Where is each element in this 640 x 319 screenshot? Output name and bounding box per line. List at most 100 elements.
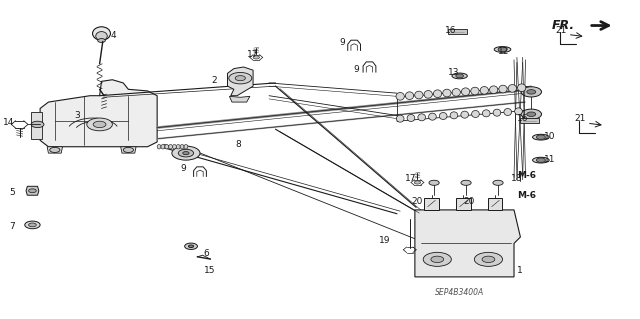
Ellipse shape (499, 85, 507, 93)
Text: SEP4B3400A: SEP4B3400A (435, 288, 484, 297)
Circle shape (98, 39, 106, 42)
Text: 9: 9 (180, 164, 186, 173)
Ellipse shape (407, 115, 415, 122)
Text: 11: 11 (544, 155, 556, 164)
Circle shape (536, 158, 545, 162)
Ellipse shape (184, 145, 188, 149)
Text: 21: 21 (575, 114, 586, 123)
Circle shape (29, 223, 36, 227)
Polygon shape (121, 147, 136, 153)
Ellipse shape (157, 145, 161, 149)
Ellipse shape (433, 90, 442, 98)
Text: 14: 14 (3, 118, 15, 127)
Text: 16: 16 (517, 114, 529, 123)
Circle shape (185, 243, 198, 249)
Ellipse shape (518, 84, 526, 92)
Circle shape (31, 121, 44, 128)
Ellipse shape (165, 145, 169, 149)
Circle shape (183, 152, 189, 155)
Polygon shape (456, 198, 470, 210)
Polygon shape (415, 210, 520, 277)
Ellipse shape (461, 88, 470, 95)
Text: 9: 9 (339, 38, 345, 47)
Ellipse shape (532, 157, 549, 163)
Circle shape (50, 147, 60, 152)
Ellipse shape (439, 113, 447, 120)
Ellipse shape (161, 145, 165, 149)
Ellipse shape (493, 109, 501, 116)
Text: 17: 17 (404, 174, 416, 182)
Circle shape (235, 76, 245, 81)
Circle shape (189, 245, 194, 248)
Text: FR.: FR. (552, 19, 575, 32)
Ellipse shape (396, 115, 404, 122)
Text: 18: 18 (511, 174, 522, 183)
Polygon shape (227, 67, 253, 96)
Ellipse shape (443, 89, 451, 97)
Ellipse shape (504, 108, 511, 115)
Circle shape (179, 149, 194, 157)
Circle shape (461, 180, 471, 185)
Polygon shape (448, 29, 467, 34)
Circle shape (521, 109, 541, 119)
Ellipse shape (93, 27, 111, 40)
Text: 20: 20 (411, 197, 422, 206)
Circle shape (482, 256, 495, 263)
Text: M-6: M-6 (517, 171, 536, 180)
Circle shape (527, 112, 536, 116)
Polygon shape (229, 96, 250, 102)
Ellipse shape (396, 93, 404, 100)
Ellipse shape (169, 145, 173, 149)
Ellipse shape (480, 86, 488, 94)
Circle shape (414, 181, 420, 184)
Text: 12: 12 (498, 47, 509, 56)
Text: 21: 21 (556, 26, 567, 35)
Ellipse shape (494, 47, 511, 52)
Text: 7: 7 (9, 222, 15, 231)
Circle shape (474, 252, 502, 266)
Text: 19: 19 (379, 236, 390, 245)
Ellipse shape (173, 145, 177, 149)
Text: 2: 2 (211, 76, 216, 85)
Ellipse shape (450, 112, 458, 119)
Circle shape (429, 180, 439, 185)
Ellipse shape (405, 92, 413, 100)
Polygon shape (26, 186, 39, 195)
Text: 20: 20 (463, 197, 475, 206)
Polygon shape (31, 112, 42, 139)
Circle shape (423, 252, 451, 266)
Text: 6: 6 (204, 249, 209, 258)
Ellipse shape (418, 114, 426, 121)
Text: 3: 3 (74, 111, 80, 120)
Circle shape (228, 72, 252, 84)
Ellipse shape (508, 85, 516, 92)
Ellipse shape (472, 110, 479, 117)
Text: 17: 17 (246, 50, 258, 59)
Text: 5: 5 (9, 189, 15, 197)
Polygon shape (40, 80, 157, 147)
Ellipse shape (532, 134, 549, 140)
Text: 16: 16 (445, 26, 456, 35)
Circle shape (527, 90, 536, 94)
Polygon shape (47, 147, 63, 153)
Circle shape (29, 189, 36, 193)
Ellipse shape (424, 91, 433, 98)
Ellipse shape (452, 73, 467, 79)
Circle shape (456, 74, 463, 78)
Text: 13: 13 (448, 68, 460, 77)
Circle shape (93, 121, 106, 128)
Ellipse shape (483, 110, 490, 117)
Ellipse shape (452, 89, 460, 96)
Circle shape (493, 180, 503, 185)
Text: 10: 10 (544, 132, 556, 141)
Polygon shape (520, 118, 539, 123)
Ellipse shape (180, 145, 184, 149)
Ellipse shape (177, 145, 180, 149)
Ellipse shape (471, 87, 479, 95)
Circle shape (87, 118, 113, 131)
Ellipse shape (490, 86, 498, 93)
Text: 4: 4 (111, 31, 116, 40)
Circle shape (124, 147, 134, 152)
Text: 1: 1 (517, 266, 523, 275)
Circle shape (431, 256, 444, 263)
